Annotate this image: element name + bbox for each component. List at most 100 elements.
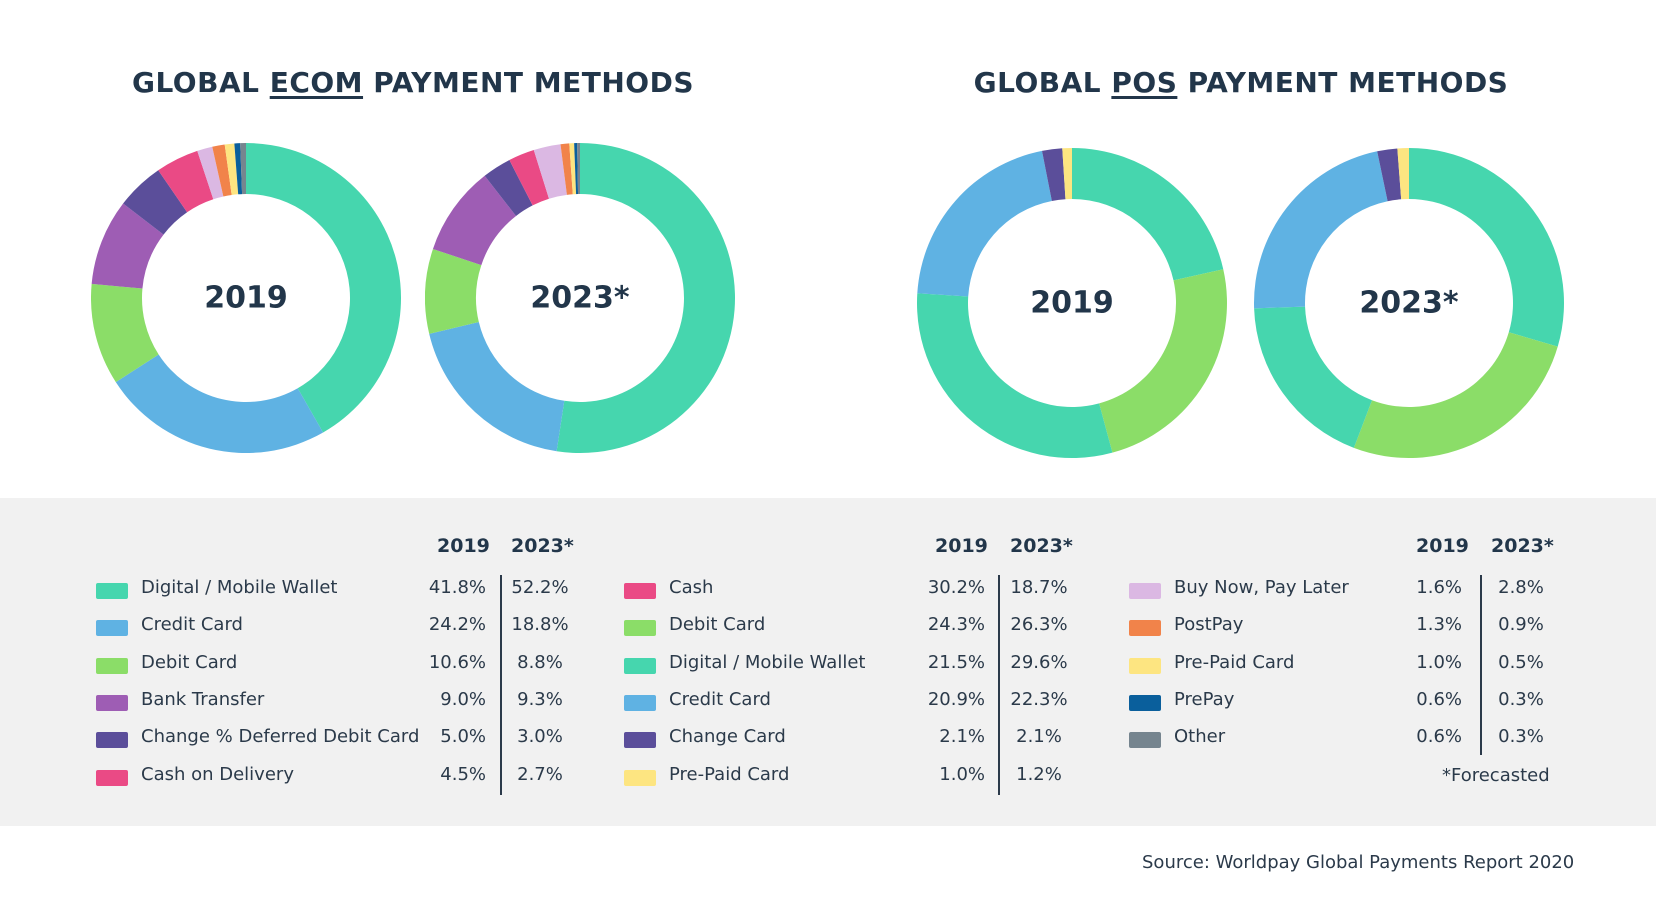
donut-segment: [212, 144, 232, 197]
legend-swatch-icon: [624, 694, 656, 711]
value-2023: 1.2%: [1016, 763, 1062, 785]
pos-2023-donut-svg: [1254, 148, 1564, 458]
donut-segment: [1072, 148, 1224, 281]
value-2019: 24.3%: [927, 614, 985, 636]
donut-segment: [1099, 269, 1227, 453]
value-2019: 20.9%: [927, 688, 985, 710]
ecom-title-post: PAYMENT METHODS: [363, 66, 695, 99]
legend-label: Debit Card: [669, 614, 766, 636]
ecom-2023-donut-label: 2023*: [530, 280, 630, 316]
value-2019: 1.3%: [1416, 614, 1462, 636]
value-2019: 1.0%: [1416, 651, 1462, 673]
pos-2019-donut-svg: [917, 148, 1227, 458]
value-2019: 1.0%: [939, 763, 985, 785]
donut-segment: [917, 150, 1052, 297]
extra-column-divider: [1480, 575, 1482, 755]
value-2019: 24.2%: [428, 614, 486, 636]
donut-segment: [425, 248, 482, 334]
legend-swatch-icon: [624, 583, 656, 599]
legend-label: Credit Card: [669, 688, 771, 710]
legend-swatch-icon: [624, 620, 656, 637]
forecast-note: *Forecasted: [1442, 765, 1550, 786]
legend-label: Bank Transfer: [141, 688, 265, 710]
ecom-2019-donut-chart: 2019: [91, 143, 401, 453]
donut-segment: [1377, 148, 1402, 202]
pos-title-post: PAYMENT METHODS: [1177, 66, 1509, 99]
legend-swatch-icon: [1129, 620, 1161, 637]
ecom-2023-donut-svg: [425, 143, 735, 453]
value-2019: 10.6%: [428, 651, 486, 673]
legend-label: Debit Card: [141, 651, 238, 673]
legend-swatch-icon: [96, 694, 128, 711]
legend-swatch-icon: [96, 657, 128, 674]
pos-title-underlined: POS: [1111, 66, 1178, 99]
ecom-2019-donut-svg: [91, 143, 401, 453]
legend-label: Credit Card: [141, 614, 243, 636]
ecom-col-2023-header: 2023*: [511, 535, 574, 557]
ecom-title: GLOBAL ECOM PAYMENT METHODS: [132, 66, 694, 99]
legend-swatch-icon: [1129, 694, 1161, 711]
value-2023: 9.3%: [517, 688, 563, 710]
pos-col-2019-header: 2019: [935, 535, 988, 557]
ecom-column-divider: [500, 575, 502, 795]
ecom-2023-donut-chart: 2023*: [425, 143, 735, 453]
donut-segment: [560, 143, 573, 195]
donut-segment: [1254, 151, 1388, 309]
pos-2019-donut-label: 2019: [1030, 285, 1114, 321]
donut-segment: [432, 175, 517, 266]
legend-label: Pre-Paid Card: [669, 763, 790, 785]
legend-swatch-icon: [624, 657, 656, 674]
donut-segment: [1041, 148, 1066, 201]
extra-col-2023-header: 2023*: [1491, 535, 1554, 557]
value-2023: 2.7%: [517, 763, 563, 785]
value-2023: 0.5%: [1498, 651, 1544, 673]
value-2019: 1.6%: [1416, 577, 1462, 598]
donut-segment: [1397, 148, 1409, 200]
value-2023: 0.3%: [1498, 726, 1544, 748]
value-2023: 52.2%: [511, 577, 569, 598]
value-2023: 3.0%: [517, 726, 563, 748]
legend-label: Cash: [669, 577, 714, 598]
value-2023: 18.8%: [511, 614, 569, 636]
donut-segment: [509, 150, 549, 206]
donut-segment: [429, 322, 565, 452]
value-2019: 9.0%: [440, 688, 486, 710]
legend-swatch-icon: [96, 583, 128, 599]
donut-segment: [917, 293, 1113, 458]
donut-segment: [1409, 148, 1564, 347]
legend-swatch-icon: [1129, 657, 1161, 674]
legend-table-panel: [0, 498, 1656, 826]
legend-swatch-icon: [624, 732, 656, 749]
value-2023: 29.6%: [1010, 651, 1068, 673]
legend-label: PrePay: [1174, 688, 1235, 710]
donut-segment: [91, 283, 159, 383]
donut-segment: [158, 150, 214, 213]
donut-segment: [1353, 332, 1558, 458]
donut-segment: [577, 143, 580, 195]
legend-label: Change Card: [669, 726, 786, 748]
value-2023: 0.9%: [1498, 614, 1544, 636]
value-2019: 21.5%: [927, 651, 985, 673]
legend-swatch-icon: [96, 769, 128, 786]
legend-swatch-icon: [96, 732, 128, 749]
ecom-2019-donut-label: 2019: [204, 280, 288, 316]
legend-swatch-icon: [1129, 732, 1161, 749]
value-2019: 2.1%: [939, 726, 985, 748]
donut-segment: [246, 143, 401, 433]
donut-segment: [240, 143, 246, 195]
donut-segment: [556, 143, 735, 453]
legend-label: Buy Now, Pay Later: [1174, 577, 1349, 598]
legend-label: Change % Deferred Debit Card: [141, 726, 420, 748]
donut-segment: [569, 143, 577, 195]
value-2019: 4.5%: [440, 763, 486, 785]
ecom-col-2019-header: 2019: [437, 535, 490, 557]
ecom-title-pre: GLOBAL: [131, 66, 270, 99]
value-2023: 22.3%: [1010, 688, 1068, 710]
legend-swatch-icon: [1129, 583, 1161, 599]
value-2023: 0.3%: [1498, 688, 1544, 710]
pos-2023-donut-label: 2023*: [1359, 285, 1459, 321]
extra-col-2019-header: 2019: [1416, 535, 1469, 557]
legend-label: Pre-Paid Card: [1174, 651, 1295, 673]
value-2023: 18.7%: [1010, 577, 1068, 598]
source-text: Source: Worldpay Global Payments Report …: [1142, 852, 1575, 873]
